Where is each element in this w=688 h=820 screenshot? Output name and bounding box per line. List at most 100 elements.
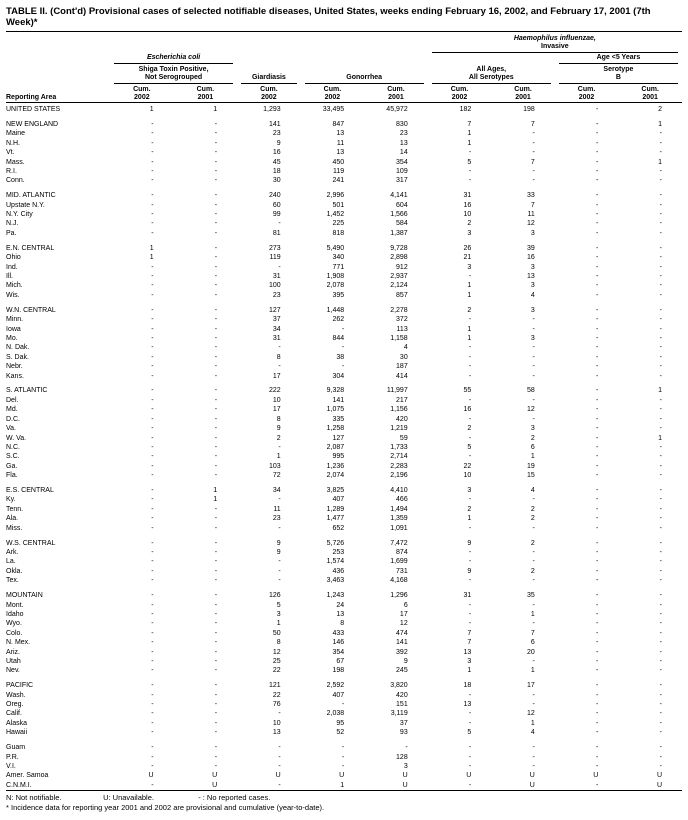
value-cell: 12 <box>526 406 535 414</box>
value-cell: 501 <box>332 201 345 209</box>
value-cell: - <box>532 139 535 147</box>
value-cell: - <box>659 505 662 513</box>
value-cell: 8 <box>340 620 345 628</box>
value-cell: 7 <box>530 120 535 128</box>
value-cell: - <box>214 254 218 262</box>
table-row: Nebr. - - - - 187 - - - - <box>6 362 682 371</box>
value-cell: - <box>659 592 662 600</box>
table-row: N.H. - - 9 11 13 1 - - - <box>6 139 682 148</box>
value-cell: 2,283 <box>390 462 408 470</box>
value-cell: 335 <box>332 415 345 423</box>
value-cell: - <box>151 396 154 404</box>
header-row-2: Escherichia coli Age <5 Years <box>6 53 682 64</box>
value-cell: - <box>659 306 662 314</box>
value-cell: - <box>468 316 472 324</box>
table-row: La. - - - 1,574 1,699 - - - - <box>6 557 682 566</box>
reporting-area-cell: Calif. <box>6 710 22 718</box>
value-cell: 652 <box>332 524 345 532</box>
value-cell: 9 <box>276 425 281 433</box>
value-cell: 2 <box>467 425 472 433</box>
value-cell: 141 <box>268 120 281 128</box>
value-cell: - <box>151 316 154 324</box>
serotype-b-label-line1: Serotype <box>603 65 634 73</box>
footnote-no-reported-cases: - : No reported cases. <box>198 793 271 803</box>
value-cell: 1 <box>530 610 535 618</box>
table-row: Ohio 1 - 119 340 2,898 21 16 - - <box>6 253 682 262</box>
value-cell: - <box>214 443 218 451</box>
reporting-area-cell: Mont. <box>6 601 24 609</box>
reporting-area-cell: MID. ATLANTIC <box>6 192 56 200</box>
value-cell: - <box>659 763 662 770</box>
value-cell: - <box>151 158 154 166</box>
value-cell: 10 <box>463 211 472 219</box>
value-cell: 21 <box>463 254 472 262</box>
value-cell: 604 <box>396 201 408 209</box>
value-cell: - <box>595 710 599 718</box>
table-row: W.N. CENTRAL - - 127 1,448 2,278 2 3 - - <box>6 306 682 315</box>
value-cell: - <box>151 592 154 600</box>
reporting-area-cell: Wis. <box>6 291 20 299</box>
reporting-area-cell: S. Dak. <box>6 353 29 361</box>
value-cell: 1 <box>530 453 535 461</box>
value-cell: - <box>151 548 154 556</box>
reporting-area-cell: W.S. CENTRAL <box>6 539 56 547</box>
value-cell: 262 <box>332 316 345 324</box>
reporting-area-cell: Okla. <box>6 567 23 575</box>
value-cell: - <box>214 701 218 709</box>
table-row: Hawaii - - 13 52 93 5 4 - - <box>6 728 682 737</box>
value-cell: - <box>659 130 662 138</box>
reporting-area-cell: Del. <box>6 396 19 404</box>
value-cell: - <box>595 639 599 647</box>
reporting-area-cell: Kans. <box>6 372 24 380</box>
value-cell: - <box>595 282 599 290</box>
value-cell: - <box>214 139 218 147</box>
value-cell: - <box>595 558 599 566</box>
value-cell: 11,997 <box>386 387 408 395</box>
reporting-area-cell: Nev. <box>6 667 20 675</box>
value-cell: - <box>659 601 662 609</box>
value-cell: - <box>214 372 218 380</box>
value-cell: - <box>151 601 154 609</box>
value-cell: 2 <box>530 505 535 513</box>
value-cell: - <box>595 334 599 342</box>
table-row: Ala. - - 23 1,477 1,359 1 2 - - <box>6 514 682 523</box>
value-cell: 450 <box>332 158 345 166</box>
table-row: Ark. - - 9 253 874 - - - - <box>6 548 682 557</box>
value-cell: - <box>214 211 218 219</box>
table-row: C.N.M.I. - U - 1 U - U - U <box>6 781 682 791</box>
value-cell: - <box>214 425 218 433</box>
table-row: MID. ATLANTIC - - 240 2,996 4,141 31 33 - - <box>6 191 682 200</box>
table-row: Fla. - - 72 2,074 2,196 10 15 - - <box>6 471 682 480</box>
haemophilus-label-line1: Haemophilus influenzae, <box>513 34 596 42</box>
value-cell: - <box>659 744 662 752</box>
value-cell: 128 <box>396 753 408 761</box>
table-row: D.C. - - 8 335 420 - - - - <box>6 415 682 424</box>
value-cell: 99 <box>272 211 281 219</box>
value-cell: - <box>214 710 218 718</box>
value-cell: - <box>214 719 218 727</box>
value-cell: 9,328 <box>326 387 345 395</box>
value-cell: - <box>659 425 662 433</box>
value-cell: 1,494 <box>390 505 408 513</box>
cum-year-header-cell: Cum. 2001 <box>173 83 238 103</box>
value-cell: 72 <box>272 472 281 480</box>
value-cell: - <box>595 415 599 423</box>
value-cell: - <box>151 273 154 280</box>
value-cell: 151 <box>396 701 408 709</box>
value-cell: 1,156 <box>390 406 408 414</box>
table-row: Utah - - 25 67 9 3 - - - <box>6 657 682 666</box>
value-cell: 874 <box>396 548 408 556</box>
value-cell: - <box>151 682 154 690</box>
value-cell: 2,074 <box>326 472 345 480</box>
value-cell: 100 <box>268 282 281 290</box>
value-cell: - <box>532 657 535 665</box>
value-cell: 818 <box>332 229 345 237</box>
table-row: Miss. - - - 652 1,091 - - - - <box>6 524 682 533</box>
value-cell: - <box>151 567 154 575</box>
value-cell: - <box>214 130 218 138</box>
value-cell: 12 <box>526 220 535 228</box>
value-cell: 844 <box>332 334 345 342</box>
value-cell: 3 <box>467 487 472 495</box>
value-cell: - <box>214 539 218 547</box>
value-cell: 3 <box>530 282 535 290</box>
